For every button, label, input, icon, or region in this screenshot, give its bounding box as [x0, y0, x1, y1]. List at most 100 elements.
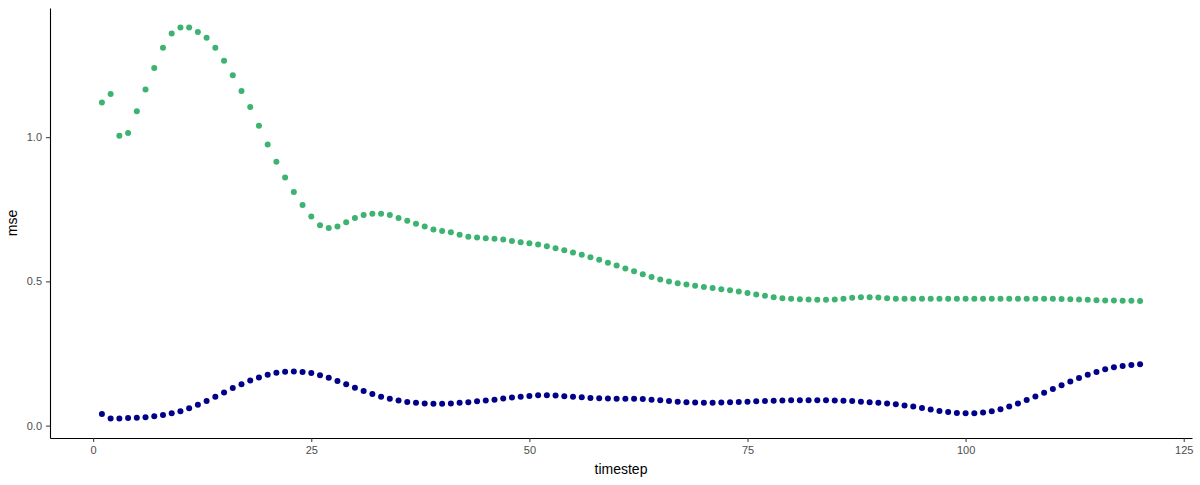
- point: [1015, 296, 1021, 302]
- point: [692, 283, 698, 289]
- point: [116, 415, 122, 421]
- point: [989, 408, 995, 414]
- point: [779, 295, 785, 301]
- point: [1120, 298, 1126, 304]
- point: [1059, 296, 1065, 302]
- point: [570, 250, 576, 256]
- point: [1006, 296, 1012, 302]
- point: [710, 400, 716, 406]
- axis-line: [51, 438, 1193, 439]
- point: [160, 412, 166, 418]
- point: [300, 369, 306, 375]
- point: [945, 296, 951, 302]
- point: [683, 282, 689, 288]
- point: [596, 257, 602, 263]
- point: [1128, 362, 1134, 368]
- point: [291, 189, 297, 195]
- point: [701, 400, 707, 406]
- point: [230, 72, 236, 78]
- point: [762, 398, 768, 404]
- point: [378, 394, 384, 400]
- point: [605, 395, 611, 401]
- point: [718, 286, 724, 292]
- plot: 02550751001250.00.51.0: [27, 9, 1194, 456]
- point: [614, 396, 620, 402]
- tick-mark: [748, 438, 749, 442]
- point: [491, 397, 497, 403]
- point: [439, 401, 445, 407]
- point: [1085, 297, 1091, 303]
- chart: 02550751001250.00.51.0timestepmse: [0, 0, 1200, 485]
- point: [587, 395, 593, 401]
- point: [1076, 297, 1082, 303]
- point: [518, 394, 524, 400]
- point: [457, 400, 463, 406]
- point: [396, 398, 402, 404]
- point: [1041, 296, 1047, 302]
- point: [649, 397, 655, 403]
- point: [666, 398, 672, 404]
- tick-mark: [93, 438, 94, 442]
- point: [230, 385, 236, 391]
- point: [998, 296, 1004, 302]
- point: [1015, 400, 1021, 406]
- point: [570, 394, 576, 400]
- point: [675, 399, 681, 405]
- point: [1076, 375, 1082, 381]
- point: [221, 58, 227, 64]
- point: [936, 296, 942, 302]
- point: [1067, 296, 1073, 302]
- tick: 100: [957, 438, 975, 456]
- tick-label: 75: [742, 444, 754, 456]
- point: [884, 400, 890, 406]
- point: [561, 393, 567, 399]
- point: [954, 296, 960, 302]
- point: [849, 398, 855, 404]
- point: [736, 288, 742, 294]
- point: [649, 274, 655, 280]
- point: [300, 202, 306, 208]
- point: [745, 290, 751, 296]
- point: [361, 212, 367, 218]
- point: [195, 402, 201, 408]
- point: [247, 104, 253, 110]
- tick: 75: [742, 438, 754, 456]
- point: [753, 291, 759, 297]
- point: [919, 405, 925, 411]
- point: [308, 370, 314, 376]
- point: [666, 278, 672, 284]
- point: [169, 410, 175, 416]
- point: [212, 45, 218, 51]
- point: [788, 397, 794, 403]
- point: [116, 133, 122, 139]
- point: [1006, 404, 1012, 410]
- point: [718, 400, 724, 406]
- point: [404, 218, 410, 224]
- point: [727, 399, 733, 405]
- tick-label: 50: [524, 444, 536, 456]
- point: [509, 238, 515, 244]
- point: [474, 235, 480, 241]
- tick-mark: [46, 281, 50, 282]
- point: [404, 399, 410, 405]
- point: [143, 414, 149, 420]
- point: [640, 396, 646, 402]
- point: [212, 394, 218, 400]
- point: [1032, 393, 1038, 399]
- point: [814, 297, 820, 303]
- tick-label: 0: [91, 444, 97, 456]
- point: [387, 212, 393, 218]
- point: [317, 372, 323, 378]
- point: [875, 400, 881, 406]
- point: [273, 370, 279, 376]
- point: [430, 226, 436, 232]
- point: [369, 211, 375, 217]
- point: [396, 215, 402, 221]
- point: [779, 398, 785, 404]
- series: [99, 361, 1143, 421]
- point: [439, 228, 445, 234]
- point: [1059, 382, 1065, 388]
- point: [500, 395, 506, 401]
- point: [788, 296, 794, 302]
- tick: 125: [1175, 438, 1193, 456]
